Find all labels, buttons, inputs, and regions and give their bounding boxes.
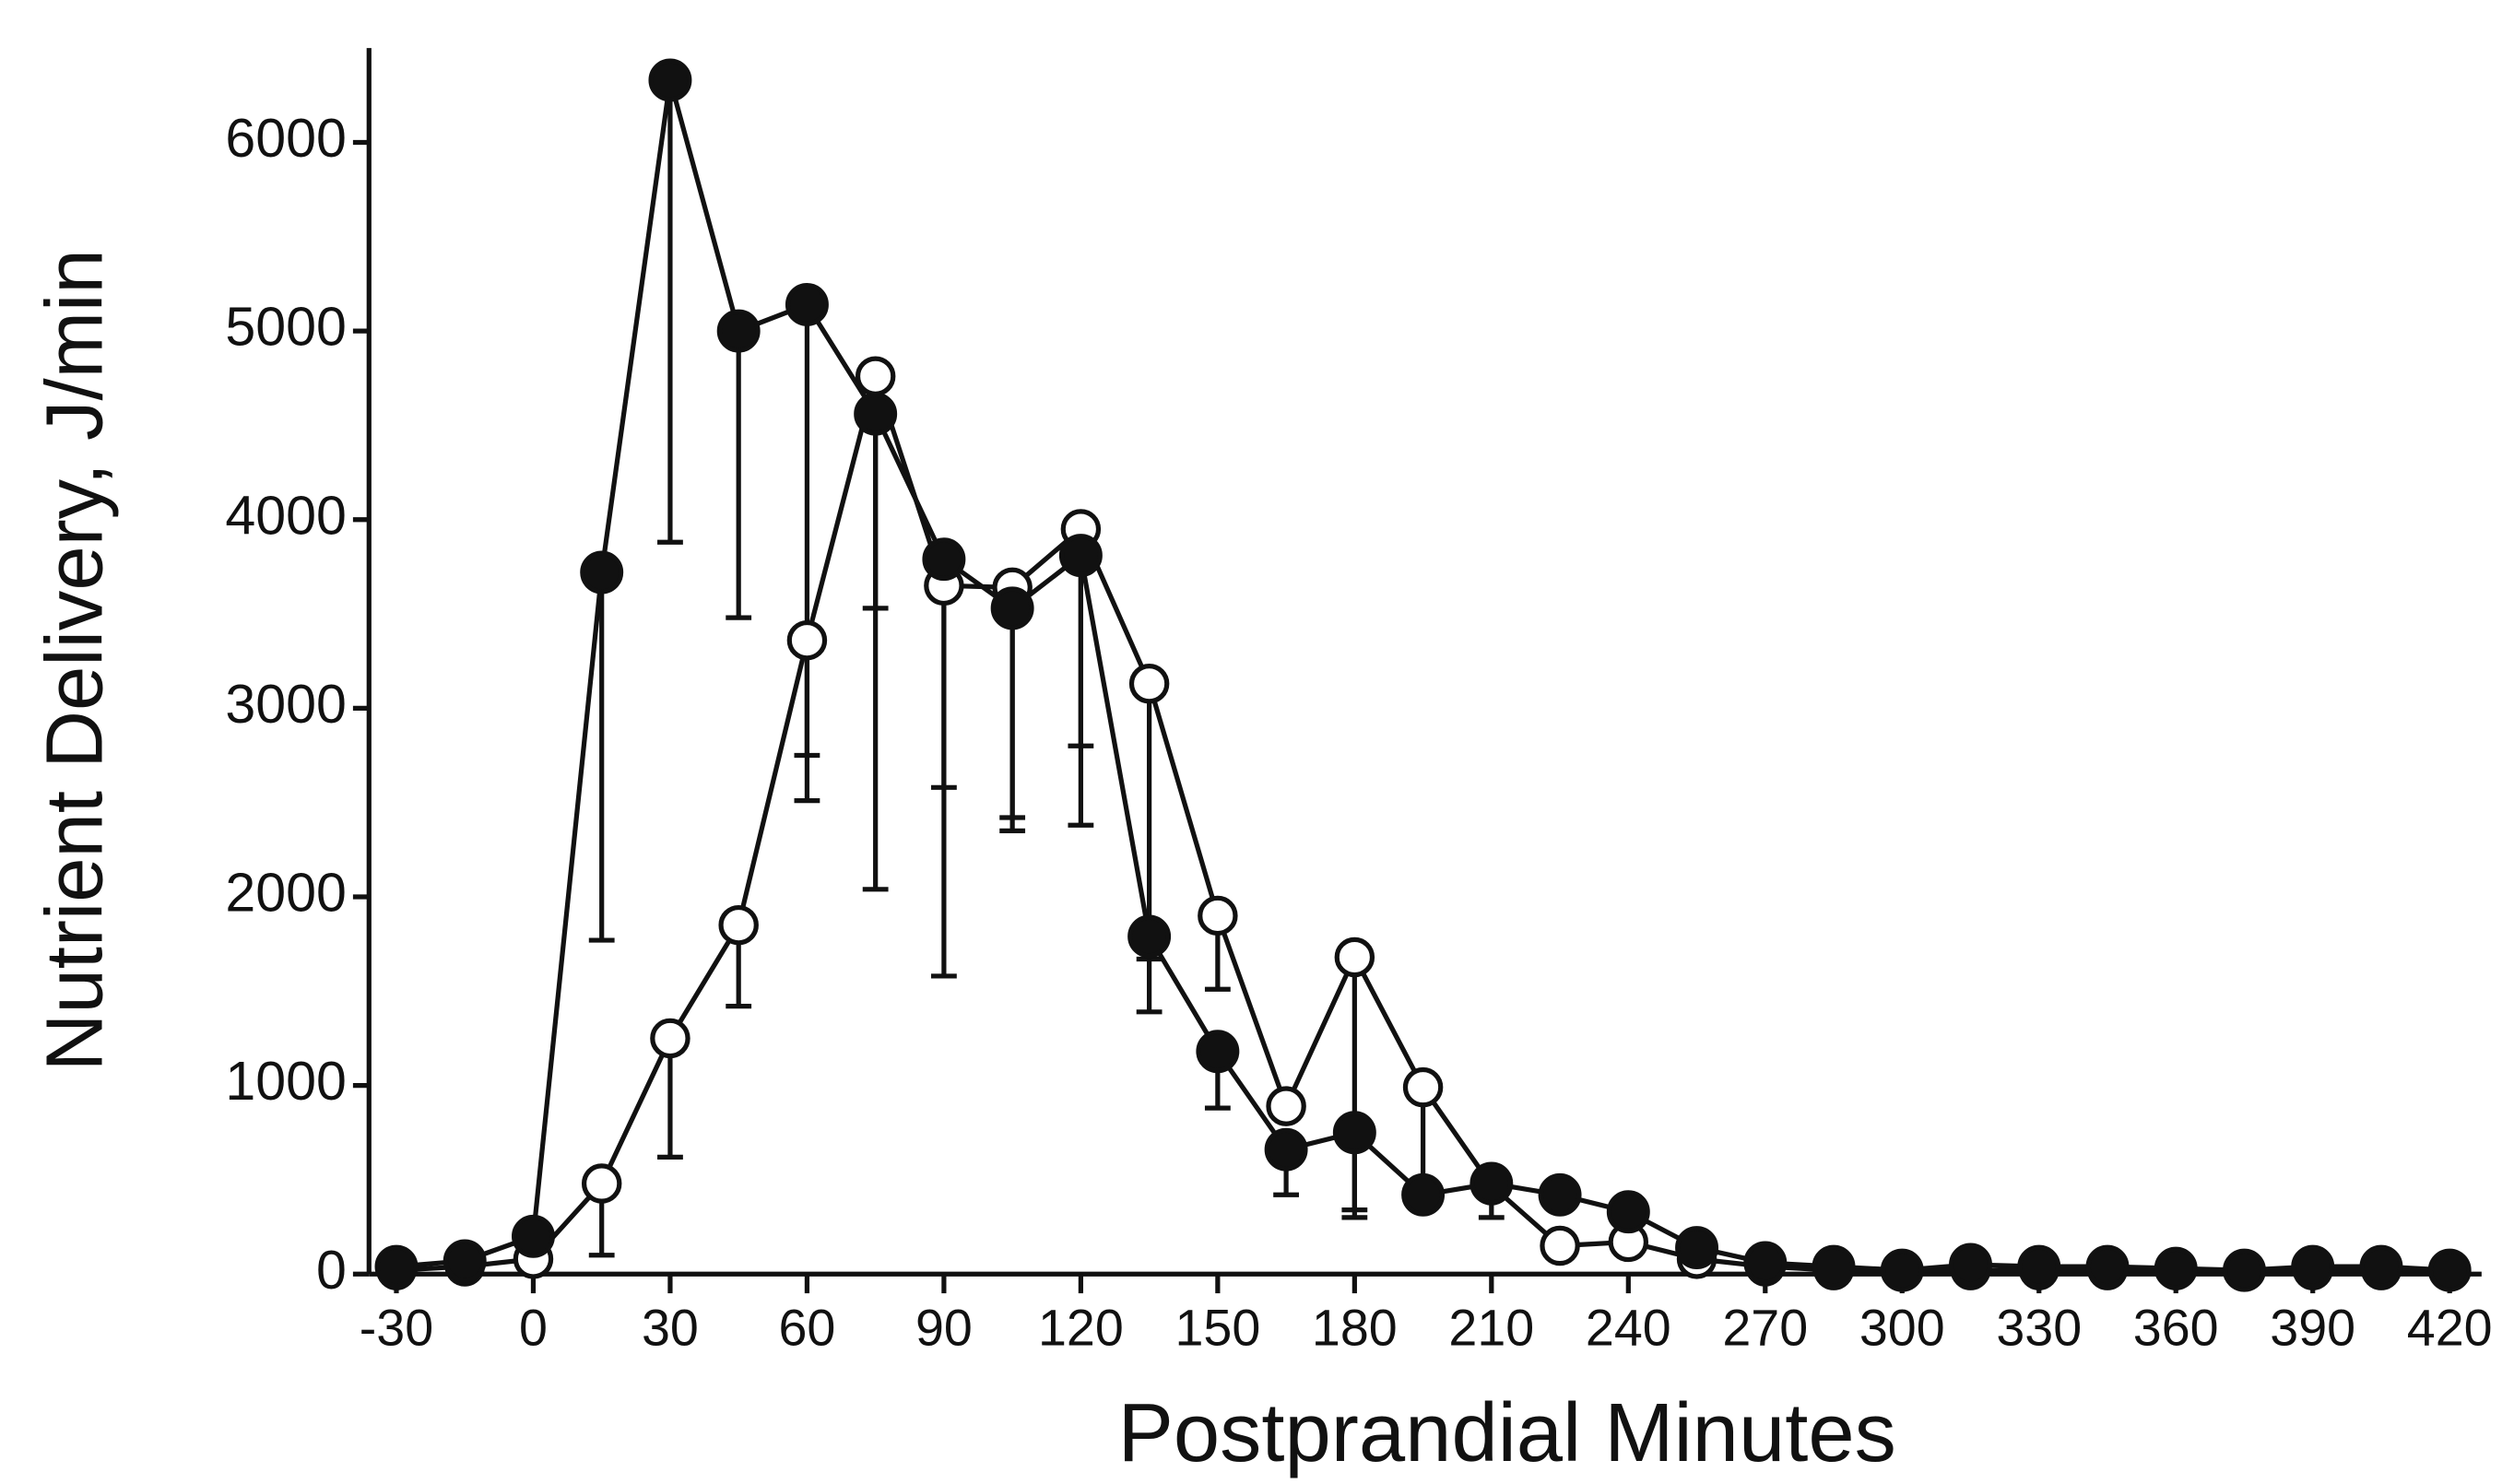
data-point [1949,1243,1992,1287]
data-point [1401,1172,1446,1217]
error-bar [930,585,957,790]
data-point [580,550,624,595]
data-point [1058,534,1103,578]
data-point [1334,936,1375,978]
data-point [718,904,759,946]
data-point [1606,1190,1650,1234]
error-bar [588,572,615,943]
y-tick-label: 2000 [225,862,347,924]
data-point [2359,1244,2403,1289]
data-point [1127,914,1172,959]
data-point [1128,664,1170,704]
data-point [1264,1127,1308,1172]
data-point [2427,1248,2472,1292]
data-point [2291,1244,2335,1289]
data-point [2017,1244,2061,1289]
data-point [716,309,761,353]
data-point [1538,1172,1582,1217]
data-point [1812,1244,1856,1289]
data-point [854,392,898,436]
error-bar [657,79,683,545]
data-point [374,1244,419,1289]
data-point [2222,1248,2266,1292]
x-tick-label: 240 [1586,1300,1671,1357]
data-point [1743,1241,1788,1285]
y-tick-label: 6000 [225,107,347,169]
data-point [511,1214,555,1258]
x-tick-label: 390 [2270,1300,2355,1357]
data-point [650,1018,690,1059]
data-point [1402,1066,1444,1108]
data-point [1540,1225,1580,1266]
data-point [1198,895,1238,936]
data-point [1880,1248,1924,1292]
x-tick-label: 180 [1312,1300,1398,1357]
x-tick-label: 150 [1174,1300,1260,1357]
data-point [1266,1086,1306,1126]
x-tick-label: 90 [915,1300,973,1357]
x-tick-label: 360 [2133,1300,2219,1357]
x-tick-label: 300 [1859,1300,1945,1357]
x-tick-label: 270 [1722,1300,1808,1357]
y-tick-label: 3000 [225,673,347,735]
x-axis-title: Postprandial Minutes [1118,1386,1896,1479]
y-tick-label: 1000 [225,1050,347,1112]
error-bar [1341,957,1368,1220]
x-tick-label: 330 [1996,1300,2082,1357]
data-point [990,586,1034,630]
data-point [1469,1161,1514,1206]
data-point [1675,1226,1719,1270]
data-point [855,356,896,396]
x-tick-label: 210 [1448,1300,1534,1357]
data-point [786,619,828,661]
x-tick-label: 30 [642,1300,699,1357]
x-tick-label: -30 [360,1300,433,1357]
data-point [922,537,966,582]
x-tick-label: 0 [519,1300,548,1357]
data-point [443,1239,487,1283]
data-point [648,58,692,102]
data-point [2154,1246,2198,1290]
error-bar [726,331,752,620]
data-point [1332,1111,1376,1155]
data-point [785,282,829,326]
x-tick-label: 120 [1038,1300,1124,1357]
x-tick-label: 420 [2407,1300,2493,1357]
error-bar [1136,683,1163,962]
y-tick-label: 0 [316,1239,347,1301]
data-point [2085,1244,2130,1289]
y-axis-title: Nutrient Delivery, J/min [30,249,119,1071]
x-tick-label: 60 [778,1300,835,1357]
data-point [1196,1030,1240,1074]
data-point [581,1163,622,1204]
y-tick-label: 5000 [225,296,347,358]
y-tick-label: 4000 [225,484,347,546]
